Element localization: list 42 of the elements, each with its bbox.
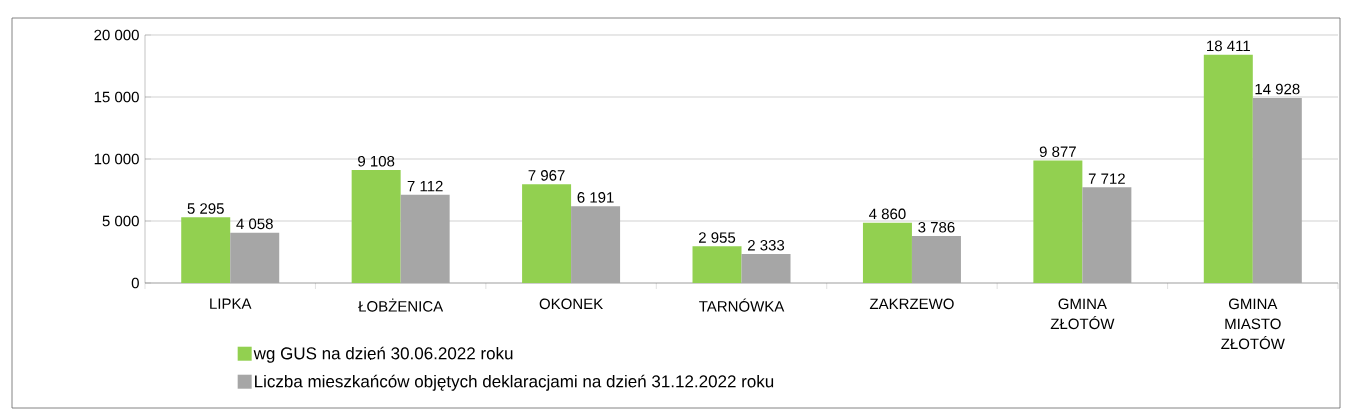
y-tick-label: 15 000 bbox=[94, 91, 139, 103]
bar bbox=[400, 194, 450, 283]
x-tick-label: LIPKA bbox=[210, 298, 252, 309]
data-label: 5 295 bbox=[187, 203, 224, 214]
data-label: 7 712 bbox=[1088, 173, 1125, 184]
data-label: 9 877 bbox=[1039, 146, 1076, 157]
data-label: 4 860 bbox=[869, 208, 906, 220]
y-tick-label: 20 000 bbox=[94, 29, 139, 41]
x-tick-label: GMINA ZŁOTÓW bbox=[1050, 298, 1115, 330]
bar bbox=[911, 236, 961, 283]
x-tick-label: OKONEK bbox=[539, 298, 604, 310]
data-label: 14 928 bbox=[1255, 83, 1300, 95]
data-label: 9 108 bbox=[358, 155, 395, 167]
bar bbox=[1252, 97, 1302, 283]
bar bbox=[741, 254, 791, 283]
bar bbox=[351, 170, 401, 283]
y-tick-label: 10 000 bbox=[94, 153, 139, 165]
x-tick-label: ŁOBŻENICA bbox=[358, 298, 444, 312]
x-tick-label: TARNÓWKA bbox=[699, 298, 785, 312]
bar bbox=[1082, 187, 1132, 283]
bar bbox=[1033, 160, 1083, 283]
data-label: 7 967 bbox=[528, 170, 565, 181]
bar bbox=[862, 222, 912, 283]
legend-label: Liczba mieszkańców objętych deklaracjami na dzień 31.12.2022 roku bbox=[255, 374, 774, 391]
data-label: 7 112 bbox=[407, 180, 443, 192]
data-label: 6 191 bbox=[577, 192, 614, 203]
bar bbox=[230, 232, 280, 283]
y-tick-label: 5 000 bbox=[102, 215, 139, 227]
data-label: 2 955 bbox=[698, 232, 736, 243]
bar bbox=[522, 184, 572, 283]
y-tick-label: 0 bbox=[131, 277, 139, 289]
bar bbox=[571, 206, 621, 283]
x-tick-label: ZAKRZEWO bbox=[869, 298, 954, 310]
bar bbox=[181, 217, 231, 283]
data-label: 2 333 bbox=[748, 239, 785, 251]
legend-label: wg GUS na dzień 30.06.2022 roku bbox=[253, 346, 513, 363]
data-label: 3 786 bbox=[918, 221, 955, 233]
x-tick-label: GMINA MIASTO ZŁOTÓW bbox=[1221, 298, 1285, 350]
data-label: 18 411 bbox=[1207, 40, 1250, 52]
data-label: 4 058 bbox=[236, 218, 273, 230]
bar bbox=[1203, 54, 1253, 283]
bar bbox=[692, 246, 742, 283]
